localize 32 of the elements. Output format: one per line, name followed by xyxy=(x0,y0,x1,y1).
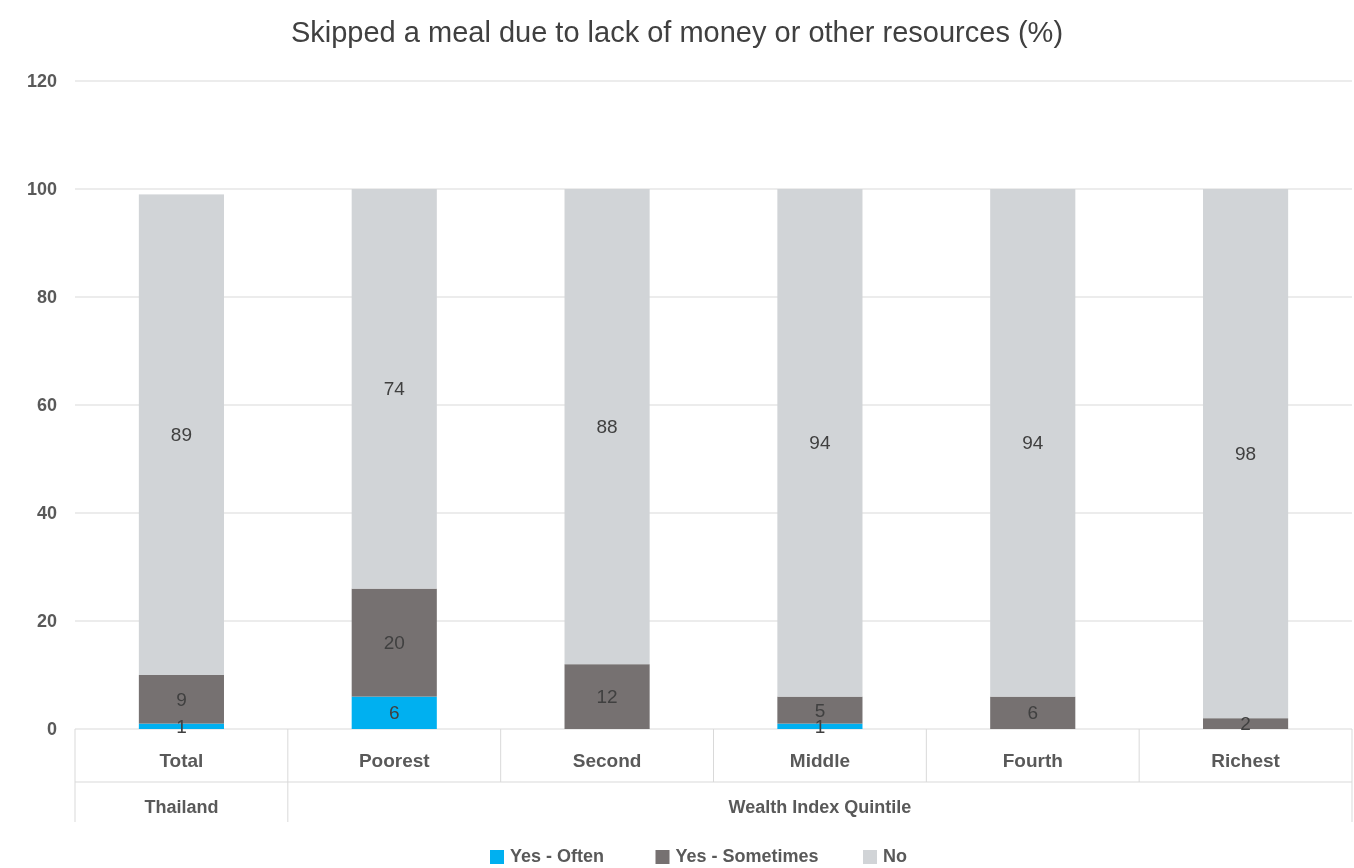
y-tick-label: 80 xyxy=(36,287,57,308)
bar xyxy=(351,696,437,729)
text: Thailand xyxy=(144,797,219,817)
bar xyxy=(990,696,1076,729)
chart-title: Skipped a meal due to lack of money or other resources (%) xyxy=(290,16,1064,48)
data-label: 94 xyxy=(809,432,831,454)
data-label: 74 xyxy=(383,378,406,400)
x-tick-label: Second xyxy=(572,750,642,771)
data-label: 6 xyxy=(388,702,400,724)
data-label: 88 xyxy=(596,416,618,438)
data-label: 94 xyxy=(1022,432,1044,454)
legend-label: No xyxy=(883,846,907,866)
x-tick-label: Total xyxy=(159,750,204,771)
y-tick-label: 100 xyxy=(26,179,57,200)
bar xyxy=(1203,718,1289,729)
bar xyxy=(351,588,437,697)
legend-label: Yes - Often xyxy=(510,846,605,866)
x-tick-label: Richest xyxy=(1211,750,1281,771)
x-tick-label: Poorest xyxy=(358,750,431,771)
x-tick-label: Middle xyxy=(789,750,850,771)
y-tick-label: 40 xyxy=(36,503,57,524)
data-label: 89 xyxy=(170,424,192,446)
x-tick-label: Fourth xyxy=(1002,750,1063,771)
y-tick-label: 60 xyxy=(36,395,57,416)
data-label: 2 xyxy=(1240,713,1251,735)
text: Wealth Index Quintile xyxy=(728,797,912,817)
legend-label: Yes - Sometimes xyxy=(675,846,819,866)
y-tick-label: 0 xyxy=(46,719,57,740)
data-label: 98 xyxy=(1235,443,1257,465)
y-tick-label: 120 xyxy=(26,71,57,92)
y-tick-label: 20 xyxy=(36,611,57,632)
bar xyxy=(564,664,650,729)
